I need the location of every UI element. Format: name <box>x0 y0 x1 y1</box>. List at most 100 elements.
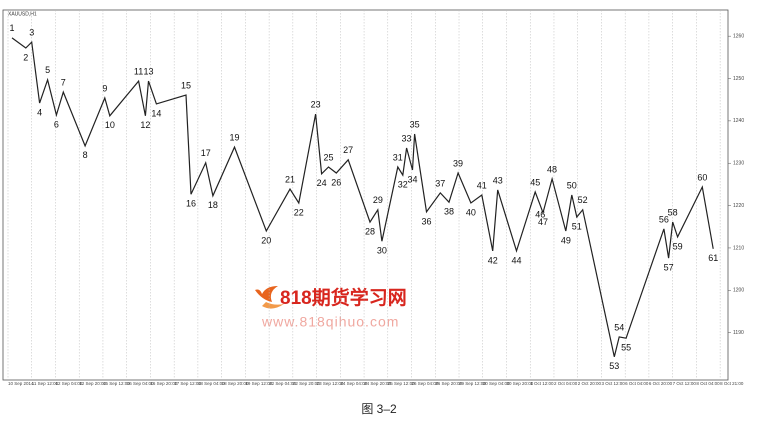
price-line <box>11 37 714 357</box>
point-label: 43 <box>493 175 503 185</box>
y-tick-label: 1260 <box>733 34 744 40</box>
point-label: 40 <box>466 207 476 217</box>
x-tick-label: 7 Oct 12:00 <box>673 381 697 386</box>
point-label: 47 <box>538 217 548 227</box>
watermark-logo <box>255 286 284 309</box>
chart-header: XAUUSD,H1 <box>8 11 37 17</box>
point-label: 45 <box>530 177 540 187</box>
x-tick-label: 8 Oct 04:00 <box>696 381 720 386</box>
y-tick-label: 1230 <box>733 161 744 167</box>
x-tick-label: 3 Oct 12:00 <box>601 381 625 386</box>
y-tick-label: 1210 <box>733 245 744 251</box>
point-label: 9 <box>102 83 107 93</box>
point-label: 42 <box>488 255 498 265</box>
point-label: 54 <box>614 322 624 332</box>
point-label: 8 <box>83 150 88 160</box>
point-label: 23 <box>311 99 321 109</box>
point-label: 39 <box>453 158 463 168</box>
x-tick-label: 16 Sep 04:00 <box>127 381 154 386</box>
point-label: 36 <box>421 216 431 226</box>
point-label: 4 <box>37 107 42 117</box>
point-label: 50 <box>567 180 577 190</box>
x-tick-label: 17 Sep 12:00 <box>174 381 201 386</box>
y-tick-label: 1190 <box>733 330 744 336</box>
point-label: 21 <box>285 174 295 184</box>
x-tick-label: 2 Oct 20:00 <box>578 381 602 386</box>
point-label: 27 <box>343 145 353 155</box>
watermark-title: 818期货学习网 <box>280 286 407 309</box>
point-label: 12 <box>140 120 150 130</box>
x-tick-label: 19 Sep 12:00 <box>245 381 272 386</box>
x-tick-label: 12 Sep 20:00 <box>79 381 106 386</box>
x-tick-label: 8 Oct 21:00 <box>720 381 744 386</box>
x-tick-label: 12 Sep 04:00 <box>55 381 82 386</box>
x-tick-label: 15 Sep 12:00 <box>103 381 130 386</box>
y-tick-label: 1220 <box>733 203 744 209</box>
x-tick-label: 11 Sep 12:00 <box>32 381 59 386</box>
x-tick-label: 1 Oct 12:00 <box>530 381 554 386</box>
point-label: 58 <box>668 207 678 217</box>
point-label: 2 <box>23 52 28 62</box>
point-label: 61 <box>708 253 718 263</box>
x-tick-label: 6 Oct 04:00 <box>625 381 649 386</box>
x-tick-label: 26 Sep 20:00 <box>435 381 462 386</box>
point-label: 3 <box>29 27 34 37</box>
x-tick-label: 6 Oct 20:00 <box>649 381 673 386</box>
x-tick-label: 22 Sep 20:00 <box>293 381 320 386</box>
x-tick-label: 18 Sep 04:00 <box>198 381 225 386</box>
point-label: 29 <box>373 195 383 205</box>
point-label: 32 <box>398 179 408 189</box>
point-label: 60 <box>697 172 707 182</box>
point-label: 15 <box>181 80 191 90</box>
point-label: 6 <box>54 119 59 129</box>
point-label: 17 <box>201 148 211 158</box>
x-tick-label: 24 Sep 04:00 <box>340 381 367 386</box>
x-tick-label: 25 Sep 12:00 <box>388 381 415 386</box>
point-label: 59 <box>673 241 683 251</box>
point-label: 33 <box>402 133 412 143</box>
point-label: 20 <box>261 235 271 245</box>
point-label: 30 <box>377 246 387 256</box>
point-label: 51 <box>572 221 582 231</box>
point-label: 31 <box>393 152 403 162</box>
point-label: 19 <box>229 133 239 143</box>
x-tick-label: 16 Sep 20:00 <box>150 381 177 386</box>
point-label: 24 <box>317 178 327 188</box>
x-tick-label: 30 Sep 20:00 <box>506 381 533 386</box>
x-tick-label: 24 Sep 20:00 <box>364 381 391 386</box>
point-label: 26 <box>331 177 341 187</box>
point-label: 41 <box>477 180 487 190</box>
point-label: 53 <box>609 361 619 371</box>
point-label: 56 <box>659 214 669 224</box>
x-tick-label: 22 Sep 04:00 <box>269 381 296 386</box>
point-label: 55 <box>621 343 631 353</box>
point-label: 5 <box>45 65 50 75</box>
point-label: 11 <box>134 66 143 76</box>
point-label: 34 <box>407 174 417 184</box>
point-label: 13 <box>144 66 154 76</box>
point-label: 38 <box>444 207 454 217</box>
point-label: 48 <box>547 164 557 174</box>
point-label: 14 <box>151 108 161 118</box>
point-label: 10 <box>105 120 115 130</box>
x-tick-label: 10 Sep 2014 <box>8 381 34 386</box>
point-label: 52 <box>578 195 588 205</box>
point-label: 49 <box>561 235 571 245</box>
point-label: 37 <box>435 178 445 188</box>
point-label: 25 <box>323 152 333 162</box>
y-tick-label: 1240 <box>733 118 744 124</box>
x-tick-label: 2 Oct 04:00 <box>554 381 578 386</box>
point-label: 46 <box>535 210 545 220</box>
x-tick-label: 26 Sep 04:00 <box>412 381 439 386</box>
point-label: 22 <box>294 207 304 217</box>
point-label: 57 <box>664 262 674 272</box>
point-label: 16 <box>186 199 196 209</box>
point-label: 18 <box>208 200 218 210</box>
figure-caption: 图 3–2 <box>361 402 397 416</box>
watermark-url: www.818qihuo.com <box>261 314 399 330</box>
plot-frame <box>2 9 729 381</box>
x-tick-label: 30 Sep 04:00 <box>483 381 510 386</box>
y-tick-label: 1200 <box>733 288 744 294</box>
y-tick-label: 1250 <box>733 76 744 82</box>
